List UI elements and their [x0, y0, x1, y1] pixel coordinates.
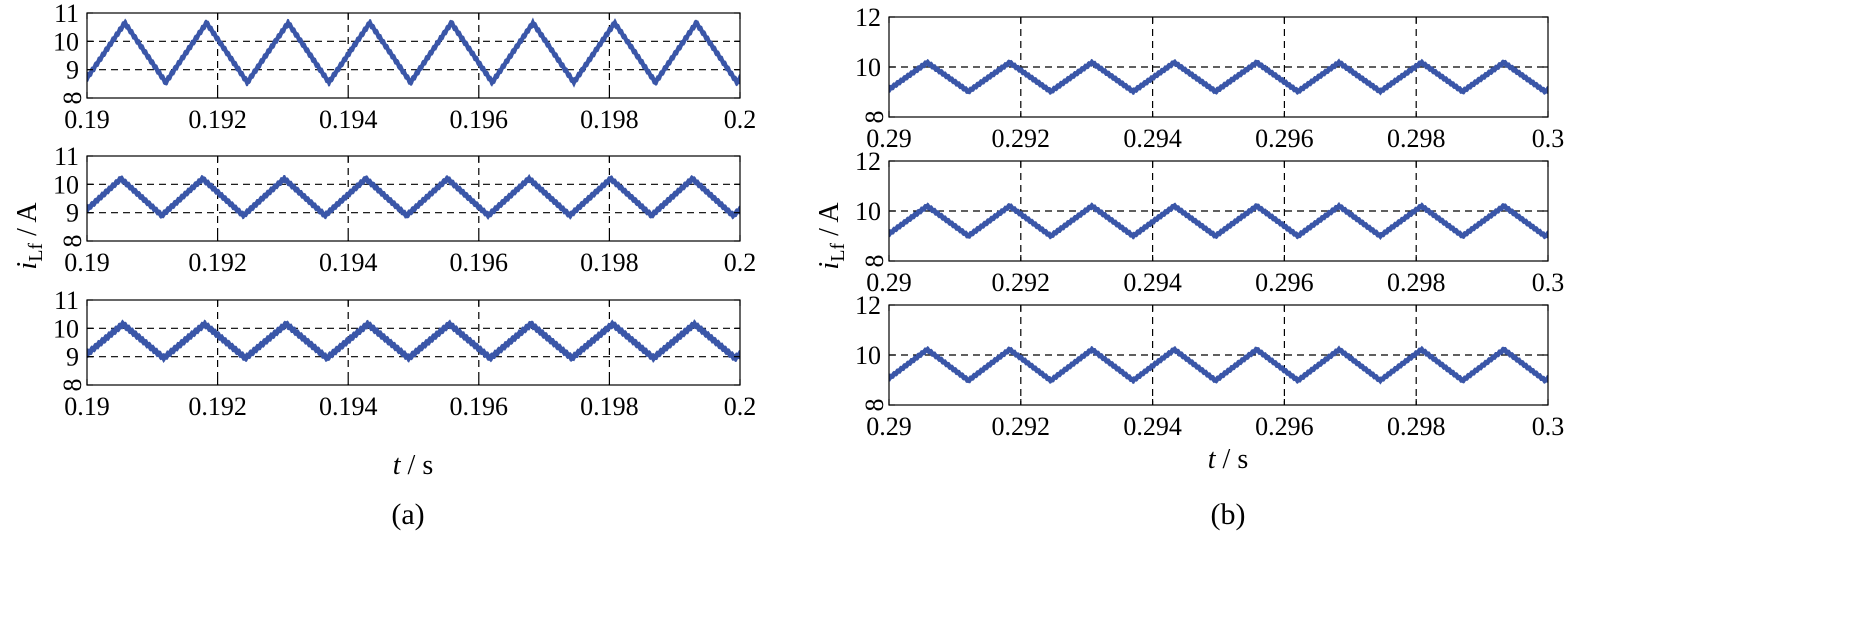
- y-tick-label: 10: [855, 341, 881, 370]
- y-tick-label: 8: [860, 111, 889, 124]
- y-tick-label: 10: [855, 197, 881, 226]
- x-tick-label: 0.29: [866, 124, 912, 153]
- y-tick-label: 8: [860, 399, 889, 412]
- x-tick-label: 0.298: [1387, 412, 1446, 441]
- series-a-3: [86, 319, 741, 364]
- x-tick-label: 0.2: [724, 392, 757, 421]
- panel-caption-a: (a): [391, 498, 424, 531]
- series-b-2: [888, 201, 1549, 241]
- y-tick-label: 8: [860, 255, 889, 268]
- x-tick-label: 0.294: [1123, 124, 1182, 153]
- x-axis-label-a: t / s: [393, 450, 433, 481]
- y-tick-label: 9: [66, 343, 79, 372]
- y-tick-label: 11: [54, 286, 79, 315]
- plot-frame: [86, 299, 741, 386]
- panel-caption-b: (b): [1211, 498, 1246, 531]
- x-tick-label: 0.198: [580, 392, 639, 421]
- y-tick-label: 9: [66, 56, 79, 85]
- y-tick-label: 10: [53, 27, 79, 56]
- y-axis-label-b: iLf / A: [814, 202, 849, 270]
- x-tick-label: 0.292: [992, 124, 1051, 153]
- x-tick-label: 0.29: [866, 412, 912, 441]
- x-tick-label: 0.296: [1255, 124, 1314, 153]
- x-tick-label: 0.19: [64, 392, 110, 421]
- x-tick-label: 0.192: [188, 392, 247, 421]
- x-tick-label: 0.296: [1255, 412, 1314, 441]
- series-b-1: [888, 58, 1549, 96]
- x-tick-label: 0.19: [64, 105, 110, 134]
- y-tick-label: 8: [58, 235, 87, 248]
- x-tick-label: 0.196: [450, 105, 509, 134]
- x-tick-label: 0.196: [450, 392, 509, 421]
- subplot-b-3: 0.29 0.292 0.294 0.296 0.298 0.3 8 10 12: [855, 291, 1564, 441]
- y-axis-label-a: iLf / A: [12, 202, 47, 270]
- y-tick-label: 8: [58, 379, 87, 392]
- series-a-1: [86, 17, 741, 88]
- x-tick-label: 0.296: [1255, 268, 1314, 297]
- x-tick-label: 0.298: [1387, 268, 1446, 297]
- x-tick-label: 0.294: [1123, 268, 1182, 297]
- plot-frame: [86, 12, 741, 99]
- x-tick-label: 0.29: [866, 268, 912, 297]
- y-tick-label: 12: [855, 3, 881, 32]
- subplot-b-2: 0.29 0.292 0.294 0.296 0.298 0.3 8 10 12: [855, 147, 1564, 297]
- x-tick-label: 0.2: [724, 105, 757, 134]
- subplot-b-1: 0.29 0.292 0.294 0.296 0.298 0.3 8 10 12: [855, 3, 1564, 153]
- y-tick-label: 12: [855, 291, 881, 320]
- x-tick-label: 0.2: [724, 248, 757, 277]
- plot-frame: [86, 155, 741, 242]
- x-tick-label: 0.19: [64, 248, 110, 277]
- y-tick-label: 11: [54, 0, 79, 28]
- y-tick-label: 9: [66, 199, 79, 228]
- x-tick-label: 0.3: [1532, 412, 1565, 441]
- x-tick-label: 0.292: [992, 412, 1051, 441]
- x-tick-label: 0.194: [319, 105, 378, 134]
- x-tick-label: 0.194: [319, 248, 378, 277]
- x-tick-label: 0.194: [319, 392, 378, 421]
- x-tick-label: 0.198: [580, 248, 639, 277]
- x-tick-label: 0.192: [188, 248, 247, 277]
- y-tick-label: 8: [58, 92, 87, 105]
- x-tick-label: 0.3: [1532, 124, 1565, 153]
- x-tick-label: 0.3: [1532, 268, 1565, 297]
- y-tick-label: 10: [53, 170, 79, 199]
- x-tick-label: 0.294: [1123, 412, 1182, 441]
- series-b-3: [888, 345, 1549, 385]
- y-tick-label: 10: [53, 314, 79, 343]
- y-tick-label: 10: [855, 53, 881, 82]
- x-axis-label-b: t / s: [1208, 444, 1248, 475]
- y-tick-label: 11: [54, 142, 79, 171]
- x-tick-label: 0.192: [188, 105, 247, 134]
- y-tick-label: 12: [855, 147, 881, 176]
- x-tick-label: 0.196: [450, 248, 509, 277]
- x-tick-label: 0.198: [580, 105, 639, 134]
- x-tick-label: 0.292: [992, 268, 1051, 297]
- x-tick-label: 0.298: [1387, 124, 1446, 153]
